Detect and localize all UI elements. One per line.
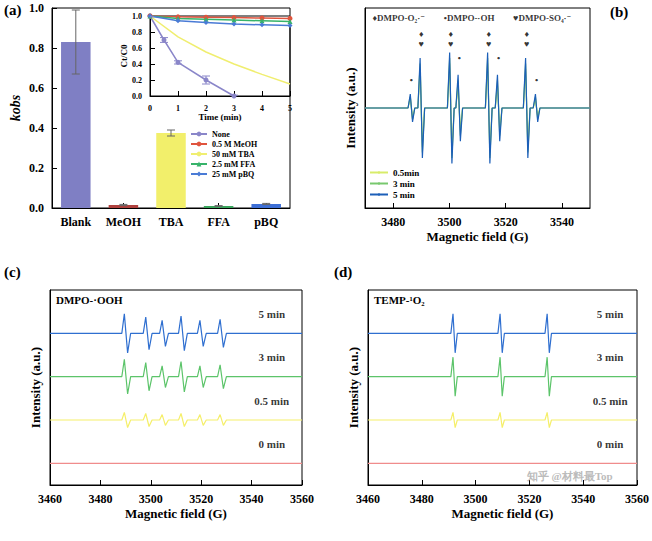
svg-text:(b): (b) xyxy=(610,4,628,21)
svg-text:0.2: 0.2 xyxy=(29,161,44,175)
svg-text:3 min: 3 min xyxy=(597,351,624,363)
svg-text:3460: 3460 xyxy=(38,492,62,506)
svg-text:1.0: 1.0 xyxy=(132,12,142,21)
svg-text:Magnetic field (G): Magnetic field (G) xyxy=(125,506,227,521)
svg-text:1: 1 xyxy=(176,104,180,113)
svg-text:♥: ♥ xyxy=(419,39,424,49)
svg-text:TEMP-¹O₂: TEMP-¹O₂ xyxy=(374,294,425,306)
svg-text:3: 3 xyxy=(232,104,236,113)
svg-text:3520: 3520 xyxy=(189,492,213,506)
svg-text:3 min: 3 min xyxy=(258,351,285,363)
svg-text:Ct/C0: Ct/C0 xyxy=(119,44,129,67)
svg-text:3480: 3480 xyxy=(381,215,405,229)
svg-text:25 mM pBQ: 25 mM pBQ xyxy=(212,170,254,179)
svg-text:♦DMPO-O₂·⁻: ♦DMPO-O₂·⁻ xyxy=(372,13,425,23)
svg-text:Intensity (a.u.): Intensity (a.u.) xyxy=(346,347,361,428)
svg-text:2: 2 xyxy=(204,104,208,113)
svg-text:0.6: 0.6 xyxy=(29,81,44,95)
svg-text:3540: 3540 xyxy=(550,215,574,229)
svg-text:5 min: 5 min xyxy=(597,308,624,320)
svg-text:知乎 @材料最Top: 知乎 @材料最Top xyxy=(526,470,613,482)
svg-text:3 min: 3 min xyxy=(393,179,415,189)
svg-text:None: None xyxy=(212,130,230,139)
svg-text:4: 4 xyxy=(260,104,264,113)
svg-text:3540: 3540 xyxy=(240,492,264,506)
svg-text:(a): (a) xyxy=(4,2,22,19)
svg-text:Magnetic field (G): Magnetic field (G) xyxy=(427,229,529,244)
svg-text:1.0: 1.0 xyxy=(29,1,44,15)
svg-text:Magnetic field (G): Magnetic field (G) xyxy=(452,506,554,521)
svg-text:3500: 3500 xyxy=(139,492,163,506)
svg-text:3480: 3480 xyxy=(410,492,434,506)
svg-text:FFA: FFA xyxy=(207,215,230,229)
svg-text:♥DMPO-SO₄·⁻: ♥DMPO-SO₄·⁻ xyxy=(513,13,572,23)
svg-text:♦: ♦ xyxy=(524,29,529,39)
svg-text:0.5 min: 0.5 min xyxy=(254,395,289,407)
svg-text:0 min: 0 min xyxy=(597,438,624,450)
svg-text:0.4: 0.4 xyxy=(132,60,142,69)
svg-text:3560: 3560 xyxy=(290,492,314,506)
svg-text:3500: 3500 xyxy=(464,492,488,506)
svg-text:•: • xyxy=(497,53,500,63)
svg-text:0.6: 0.6 xyxy=(132,44,142,53)
svg-text:3540: 3540 xyxy=(571,492,595,506)
svg-text:DMPO-·OOH: DMPO-·OOH xyxy=(56,294,123,306)
svg-text:♥: ♥ xyxy=(524,39,529,49)
svg-text:0.5 min: 0.5 min xyxy=(593,395,628,407)
svg-text:♥: ♥ xyxy=(486,39,491,49)
svg-text:2.5 mM FFA: 2.5 mM FFA xyxy=(212,160,255,169)
svg-text:3480: 3480 xyxy=(88,492,112,506)
svg-text:0 min: 0 min xyxy=(258,438,285,450)
svg-text:MeOH: MeOH xyxy=(106,215,142,229)
svg-text:pBQ: pBQ xyxy=(254,215,278,229)
svg-text:0.5min: 0.5min xyxy=(393,168,419,178)
svg-text:0.2: 0.2 xyxy=(132,76,142,85)
svg-text:3520: 3520 xyxy=(517,492,541,506)
svg-text:♦: ♦ xyxy=(419,29,424,39)
svg-text:Intensity (a.u.): Intensity (a.u.) xyxy=(343,67,358,148)
svg-text:0.0: 0.0 xyxy=(29,201,44,215)
svg-text:♦: ♦ xyxy=(486,29,491,39)
svg-text:0.0: 0.0 xyxy=(132,92,142,101)
svg-text:TBA: TBA xyxy=(159,215,184,229)
svg-text:Blank: Blank xyxy=(60,215,91,229)
svg-text:3500: 3500 xyxy=(437,215,461,229)
svg-text:♥: ♥ xyxy=(448,39,453,49)
svg-text:5: 5 xyxy=(288,104,292,113)
svg-text:kobs: kobs xyxy=(8,94,23,121)
svg-text:0.5 M MeOH: 0.5 M MeOH xyxy=(212,140,258,149)
svg-text:(c): (c) xyxy=(4,264,21,281)
svg-text:3520: 3520 xyxy=(494,215,518,229)
svg-text:3560: 3560 xyxy=(625,492,649,506)
svg-text:Time (min): Time (min) xyxy=(198,112,241,122)
svg-text:♦: ♦ xyxy=(448,29,453,39)
svg-text:5 min: 5 min xyxy=(258,308,285,320)
svg-text:(d): (d) xyxy=(334,264,352,281)
svg-text:50 mM TBA: 50 mM TBA xyxy=(212,150,255,159)
svg-text:3460: 3460 xyxy=(356,492,380,506)
svg-text:5 min: 5 min xyxy=(393,190,415,200)
svg-text:0.8: 0.8 xyxy=(29,41,44,55)
svg-text:•: • xyxy=(535,75,538,85)
svg-text:Intensity (a.u.): Intensity (a.u.) xyxy=(28,347,43,428)
svg-text:0: 0 xyxy=(148,104,152,113)
svg-text:0.8: 0.8 xyxy=(132,28,142,37)
svg-text:•: • xyxy=(410,75,413,85)
svg-text:•DMPO-·OH: •DMPO-·OH xyxy=(444,13,495,23)
svg-text:•: • xyxy=(458,53,461,63)
svg-text:0.4: 0.4 xyxy=(29,121,44,135)
